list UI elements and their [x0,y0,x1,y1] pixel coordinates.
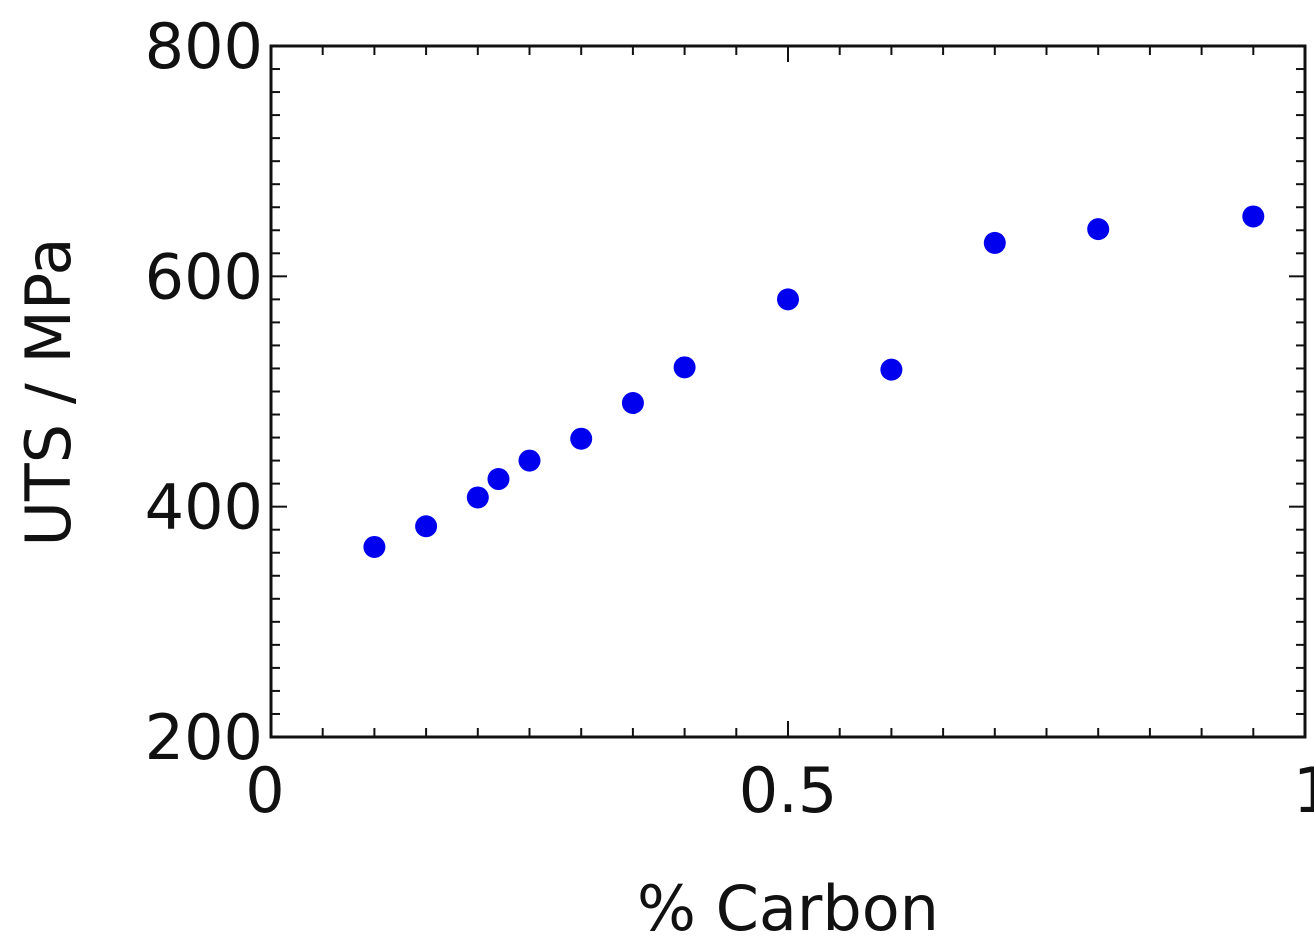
data-point [467,486,489,508]
data-point [880,359,902,381]
data-point [1087,218,1109,240]
data-point [415,515,437,537]
data-point [622,392,644,414]
x-tick-label: 1 [1293,754,1314,827]
data-point [519,450,541,472]
y-tick-label: 600 [145,240,263,313]
data-points [363,205,1264,558]
plot-frame [271,46,1305,737]
data-point [674,356,696,378]
data-point [1242,205,1264,227]
x-axis-title: % Carbon [637,872,939,944]
x-tick-labels: 0 0.5 1 [245,754,1314,827]
data-point [363,536,385,558]
y-tick-label: 400 [145,471,263,544]
y-axis-title: UTS / MPa [12,237,85,546]
data-point [984,232,1006,254]
data-point [487,468,509,490]
minor-ticks [271,46,1305,737]
data-point [570,428,592,450]
x-tick-label: 0 [245,754,284,827]
y-tick-label: 800 [145,10,263,83]
x-tick-label: 0.5 [739,754,838,827]
data-point [777,288,799,310]
